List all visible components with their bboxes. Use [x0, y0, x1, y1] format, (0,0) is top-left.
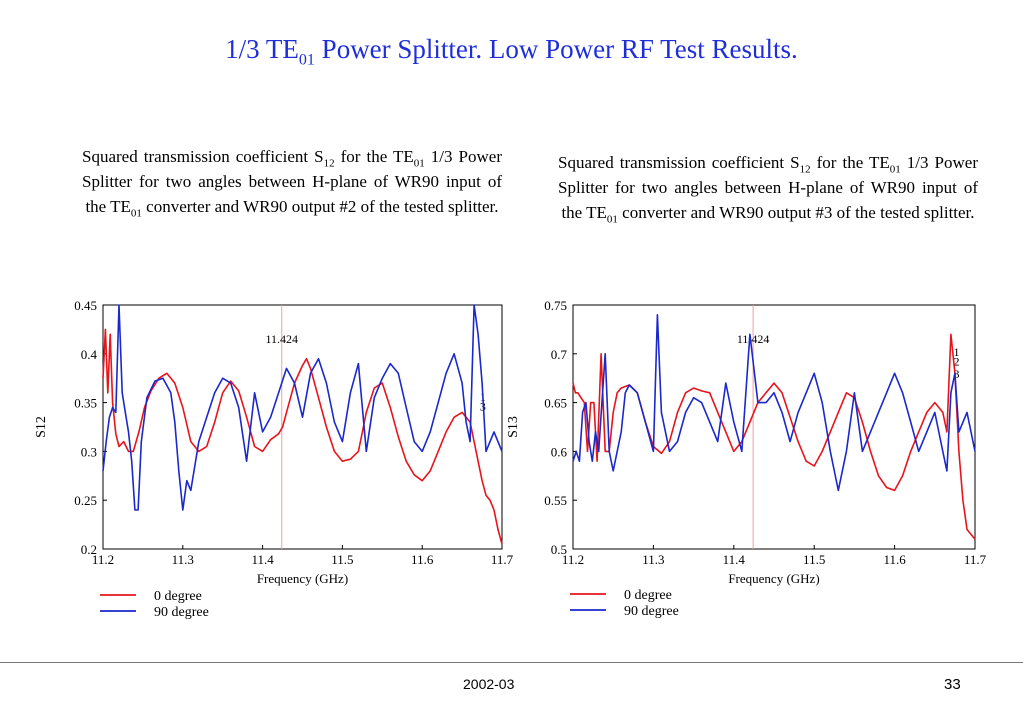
s13-x-tick-label: 11.2 [562, 552, 584, 567]
chart-caption-right: Squared transmission coefficient S12 for… [558, 153, 978, 226]
s13-legend-label: 0 degree [624, 588, 672, 603]
page-number: 33 [944, 676, 961, 693]
footer-date: 2002-03 [463, 676, 515, 692]
s12-y-tick-label: 0.3 [81, 444, 97, 459]
s13-plot-frame [572, 304, 976, 550]
s13-y-tick-label: 0.7 [551, 347, 568, 362]
s13-y-tick-label: 0.75 [544, 298, 567, 313]
s12-y-tick-label: 0.45 [74, 298, 97, 313]
s12-series-0-degree [102, 328, 503, 545]
s13-side-label: 2 [954, 355, 960, 369]
s13-x-tick-label: 11.6 [883, 552, 906, 567]
s12-y-tick-label: 0.35 [74, 396, 97, 411]
s13-y-tick-label: 0.6 [551, 444, 568, 459]
footer-divider [0, 662, 1023, 663]
s12-x-tick-label: 11.7 [491, 552, 514, 567]
s13-x-axis-label: Frequency (GHz) [728, 571, 819, 586]
s13-side-label: 1 [954, 345, 960, 359]
s13-series-0-degree [572, 333, 976, 540]
s12-series-90-degree [102, 304, 503, 511]
s12-plot-frame [102, 304, 503, 550]
s12-x-tick-label: 11.2 [92, 552, 114, 567]
s12-x-tick-label: 11.3 [172, 552, 194, 567]
s12-marker-label: 11.424 [265, 332, 298, 346]
s12-x-tick-label: 11.4 [251, 552, 274, 567]
s12-x-tick-label: 11.5 [331, 552, 353, 567]
s13-y-tick-label: 0.65 [544, 396, 567, 411]
s13-series-90-degree [572, 313, 976, 492]
chart-caption-left: Squared transmission coefficient S12 for… [82, 147, 502, 220]
s13-x-tick-label: 11.5 [803, 552, 825, 567]
s13-marker-label: 11.424 [737, 332, 770, 346]
s13-y-axis-label: S13 [506, 416, 521, 438]
s13-x-tick-label: 11.7 [964, 552, 987, 567]
s12-chart: 11.424 1 3 11.2 11.3 11.4 11.5 11.6 11.7 0.2 0.25 0… [34, 298, 987, 620]
s12-y-tick-label: 0.2 [81, 542, 97, 557]
s13-y-tick-label: 0.55 [544, 493, 567, 508]
s12-y-tick-label: 0.25 [74, 493, 97, 508]
s12-legend-label: 0 degree [154, 589, 202, 604]
s13-y-tick-label: 0.5 [551, 542, 567, 557]
s13-x-tick-label: 11.3 [642, 552, 664, 567]
s13-side-label: 3 [954, 367, 960, 381]
s13-legend-label: 90 degree [624, 604, 679, 619]
slide-title: 1/3 TE01 Power Splitter. Low Power RF Te… [225, 34, 798, 69]
s12-legend-label: 90 degree [154, 605, 209, 620]
s12-x-axis-label: Frequency (GHz) [257, 571, 348, 586]
s12-y-tick-label: 0.4 [81, 347, 98, 362]
s12-y-axis-label: S12 [34, 416, 49, 438]
s13-x-tick-label: 11.4 [723, 552, 746, 567]
s12-x-tick-label: 11.6 [411, 552, 434, 567]
